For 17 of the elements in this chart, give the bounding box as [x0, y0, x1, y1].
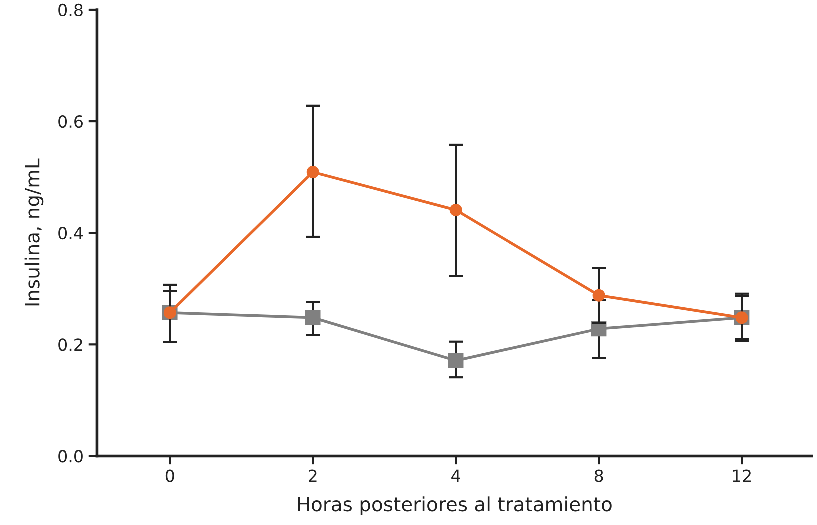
- y-tick-label: 0.8: [58, 4, 83, 17]
- point: [448, 353, 464, 368]
- x-tick-label: 4: [452, 470, 460, 482]
- point: [305, 310, 321, 326]
- x-axis-title: Horas posteriores al tratamiento: [298, 496, 612, 516]
- point: [592, 289, 606, 302]
- y-tick-label: 0.0: [58, 450, 83, 463]
- y-tick-label: 0.6: [58, 116, 83, 128]
- x-tick-label: 12: [733, 470, 751, 482]
- x-tick-label: 8: [594, 470, 604, 482]
- point: [306, 166, 320, 179]
- x-tick-label: 0: [166, 470, 174, 482]
- point: [450, 204, 462, 216]
- x-tick-label: 2: [309, 470, 317, 482]
- y-tick-label: 0.4: [58, 227, 84, 240]
- y-axis-title: Insulina, ng/mL: [24, 158, 44, 306]
- y-tick-label: 0.2: [58, 338, 82, 352]
